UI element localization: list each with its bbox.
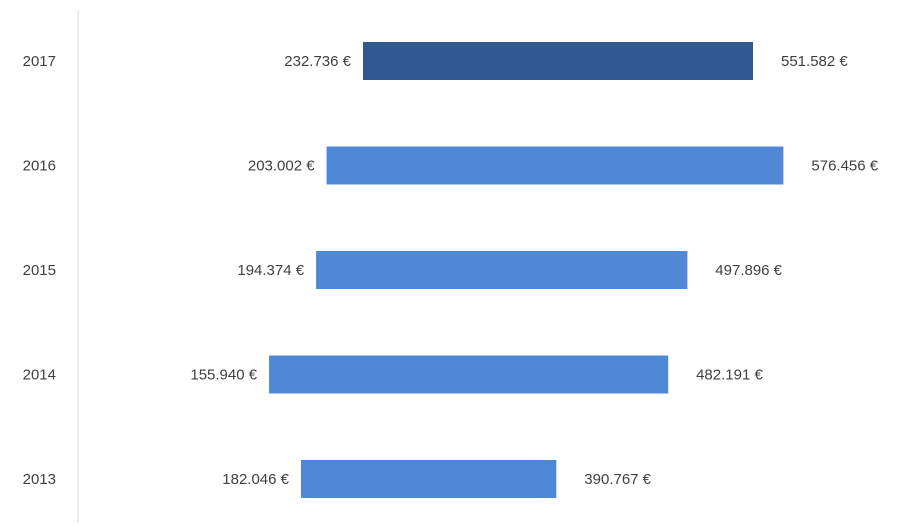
category-label-2017: 2017 (23, 53, 56, 70)
category-labels: 2017 2016 2015 2014 2013 (23, 53, 56, 488)
bar-2017 (363, 42, 753, 80)
start-label-2014: 155.940 € (190, 367, 257, 384)
category-label-2015: 2015 (23, 262, 56, 279)
value-labels: 232.736 € 551.582 € 203.002 € 576.456 € 194.… (190, 53, 878, 488)
bar-2013 (301, 460, 557, 498)
start-label-2013: 182.046 € (222, 471, 289, 488)
bar-2016 (326, 146, 784, 185)
end-label-2017: 551.582 € (781, 53, 848, 70)
end-label-2015: 497.896 € (715, 262, 782, 279)
category-label-2014: 2014 (23, 367, 56, 384)
start-label-2015: 194.374 € (237, 262, 304, 279)
bars (269, 42, 784, 498)
start-label-2017: 232.736 € (284, 53, 351, 70)
end-label-2016: 576.456 € (811, 158, 878, 175)
start-label-2016: 203.002 € (248, 158, 315, 175)
end-label-2014: 482.191 € (696, 367, 763, 384)
bar-2015 (316, 251, 688, 289)
bar-2014 (269, 355, 669, 394)
category-label-2013: 2013 (23, 471, 56, 488)
end-label-2013: 390.767 € (584, 471, 651, 488)
category-label-2016: 2016 (23, 158, 56, 175)
